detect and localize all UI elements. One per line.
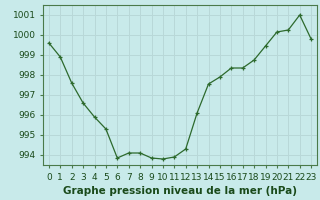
X-axis label: Graphe pression niveau de la mer (hPa): Graphe pression niveau de la mer (hPa) bbox=[63, 186, 297, 196]
